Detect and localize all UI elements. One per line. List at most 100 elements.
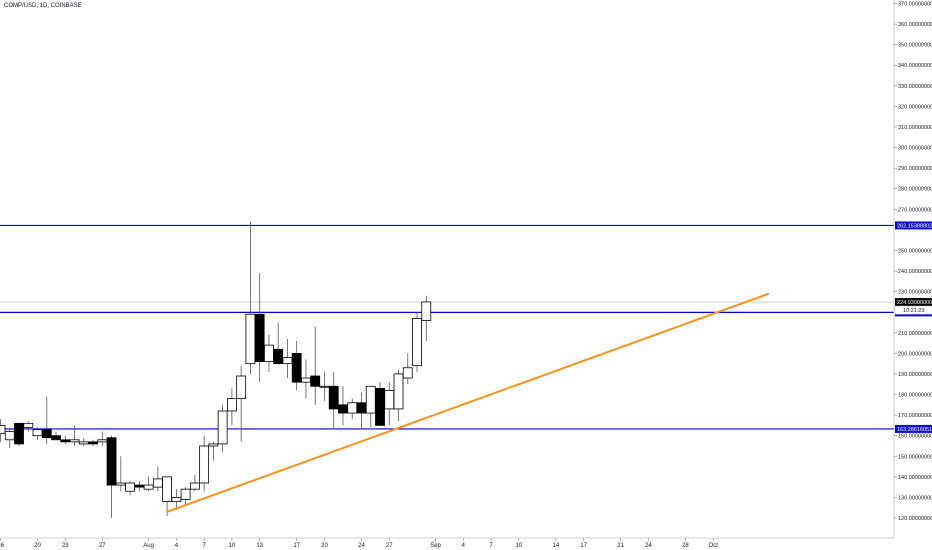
time-tick-label: 27 — [386, 543, 393, 549]
candle-body-up — [245, 313, 256, 365]
price-tick-label: 330.00000000 — [898, 84, 932, 90]
candle[interactable] — [226, 388, 237, 426]
price-tick-label: 180.00000000 — [898, 393, 932, 399]
candle[interactable] — [347, 398, 358, 420]
price-tick-label: 240.00000000 — [898, 269, 932, 275]
candle-body-up — [402, 367, 413, 379]
level-price-label-bg — [895, 221, 932, 230]
candle[interactable] — [0, 419, 6, 442]
candle[interactable] — [51, 431, 61, 441]
candle[interactable] — [115, 456, 126, 492]
candle[interactable] — [106, 435, 117, 518]
candle-body-up — [264, 344, 274, 362]
candle[interactable] — [402, 353, 413, 385]
candle[interactable] — [264, 334, 274, 372]
candle[interactable] — [162, 476, 173, 516]
price-tick-label: 250.00000000 — [898, 248, 932, 254]
candle-body-up — [115, 482, 126, 486]
candle-body-down — [356, 402, 367, 414]
candle[interactable] — [208, 441, 219, 461]
candle[interactable] — [384, 382, 395, 426]
time-tick-label: Sep — [430, 543, 441, 549]
candle[interactable] — [282, 338, 293, 379]
candle-body-up — [23, 422, 34, 428]
candle[interactable] — [199, 435, 210, 492]
price-tick-label: 310.00000000 — [898, 125, 932, 131]
price-tick-label: 350.00000000 — [898, 43, 932, 49]
price-tick-label: 150.00000000 — [898, 454, 932, 460]
time-tick-label: 17 — [580, 543, 587, 549]
candle-body-down — [310, 375, 321, 387]
candle[interactable] — [23, 421, 34, 432]
candle[interactable] — [180, 487, 191, 506]
price-tick-label: 130.00000000 — [898, 495, 932, 501]
candle[interactable] — [310, 326, 321, 405]
candle[interactable] — [273, 322, 284, 365]
candle[interactable] — [97, 431, 108, 446]
time-tick-label: 4 — [462, 543, 466, 549]
candle[interactable] — [254, 273, 265, 383]
candle[interactable] — [60, 435, 71, 444]
candle[interactable] — [189, 474, 200, 492]
last-price-label-bg — [895, 298, 932, 307]
countdown-label: 10:21:23 — [894, 305, 932, 315]
candle[interactable] — [393, 369, 404, 422]
candle[interactable] — [143, 476, 154, 492]
candle[interactable] — [375, 382, 385, 426]
candle[interactable] — [14, 422, 24, 446]
time-tick-label: 4 — [175, 543, 179, 549]
candle[interactable] — [319, 371, 330, 401]
candle-body-up — [152, 478, 163, 488]
candle[interactable] — [245, 221, 256, 374]
time-tick-label: 7 — [202, 543, 206, 549]
time-axis: 16 20 23 27 Aug 4 7 10 13 17 20 24 27 Sep 4 7 10 14 17 21 24… — [0, 537, 894, 549]
candle[interactable] — [134, 480, 145, 492]
candle[interactable] — [32, 427, 43, 440]
candle-body-down — [41, 429, 52, 439]
candle[interactable] — [291, 341, 302, 391]
candle[interactable] — [301, 359, 311, 399]
price-tick-label: 140.00000000 — [898, 475, 932, 481]
price-axis: 120.00000000 130.00000000 140.00000000 150.… — [893, 0, 932, 538]
candle[interactable] — [356, 392, 367, 430]
chart-title: COMP/USD, 1D, COINBASE — [4, 3, 82, 9]
time-tick-label: 24 — [645, 543, 652, 549]
level-price-label: 262.15388802 — [895, 221, 932, 230]
time-tick-label: 17 — [293, 543, 300, 549]
last-price-label-text: 224.93000000 — [897, 300, 932, 306]
price-tick-label: 300.00000000 — [898, 146, 932, 152]
price-tick-label: 270.00000000 — [898, 207, 932, 213]
candle-body-up — [143, 484, 154, 490]
candle[interactable] — [69, 425, 80, 446]
candle-body-up — [97, 439, 108, 443]
candle[interactable] — [152, 466, 163, 492]
time-tick-label: 10 — [229, 543, 236, 549]
candle-body-up — [0, 424, 6, 435]
candle[interactable] — [365, 385, 376, 428]
candle-body-down — [51, 435, 61, 441]
candle-body-down — [88, 441, 98, 445]
candle[interactable] — [421, 295, 432, 342]
candle[interactable] — [4, 429, 15, 449]
candle-body-up — [384, 390, 395, 410]
candle-body-down — [375, 387, 385, 426]
candle[interactable] — [236, 365, 247, 442]
countdown-text: 10:21:23 — [903, 308, 924, 314]
candle[interactable] — [217, 404, 228, 453]
price-tick-label: 160.00000000 — [898, 434, 932, 440]
candle[interactable] — [125, 480, 135, 496]
candle[interactable] — [338, 386, 348, 426]
level-price-label-text: 262.15388802 — [897, 223, 932, 229]
price-tick-label: 320.00000000 — [898, 104, 932, 110]
candle[interactable] — [328, 371, 339, 430]
level-price-label-text: 163.28616051 — [897, 427, 932, 433]
candle[interactable] — [41, 396, 52, 444]
candle-body-up — [236, 375, 247, 400]
candle[interactable] — [88, 439, 98, 446]
time-tick-label: 28 — [682, 543, 689, 549]
candle[interactable] — [78, 437, 89, 446]
price-tick-label: 120.00000000 — [898, 516, 932, 522]
trendline[interactable] — [166, 292, 770, 513]
candle[interactable] — [412, 312, 422, 372]
